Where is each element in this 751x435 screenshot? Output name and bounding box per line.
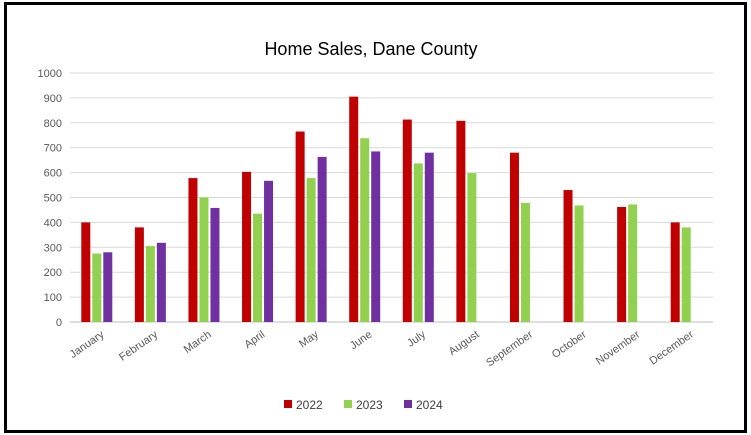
x-tick-label: September — [484, 328, 535, 369]
gridlines — [70, 72, 713, 323]
y-tick-label: 100 — [44, 292, 62, 304]
bar-2023-september — [520, 202, 530, 322]
bar-2022-february — [134, 227, 144, 322]
bar-2023-august — [467, 173, 477, 322]
legend-label-2022: 2022 — [296, 398, 323, 412]
bar-2022-december — [670, 222, 680, 322]
y-tick-label: 600 — [44, 168, 62, 180]
y-tick-label: 1000 — [38, 68, 62, 80]
x-tick-label: March — [182, 329, 214, 356]
y-tick-label: 700 — [44, 143, 62, 155]
bar-2022-august — [456, 120, 466, 322]
bar-2024-march — [210, 207, 220, 322]
bar-2022-september — [509, 152, 519, 322]
x-tick-label: April — [242, 329, 267, 351]
legend-swatch-2023 — [344, 400, 352, 408]
bar-2023-february — [145, 246, 155, 322]
x-tick-label: November — [594, 328, 643, 367]
x-tick-label: October — [550, 328, 589, 360]
bar-2022-july — [402, 119, 412, 322]
y-tick-label: 300 — [44, 242, 62, 254]
bar-2023-march — [199, 197, 209, 322]
y-tick-label: 900 — [44, 93, 62, 105]
bar-2023-november — [628, 204, 638, 322]
bar-2023-january — [92, 253, 102, 322]
legend: 2022 2023 2024 — [284, 398, 443, 412]
bar-2022-june — [349, 96, 359, 322]
chart-title: Home Sales, Dane County — [264, 39, 477, 59]
bar-2024-july — [424, 152, 434, 322]
bar-2024-april — [264, 180, 274, 322]
y-tick-label: 200 — [44, 267, 62, 279]
legend-label-2024: 2024 — [416, 398, 443, 412]
bar-2023-may — [306, 178, 316, 322]
x-tick-label: August — [447, 329, 482, 358]
x-tick-label: January — [68, 328, 107, 361]
bar-2024-january — [103, 252, 113, 322]
legend-swatch-2022 — [284, 400, 292, 408]
bar-2023-june — [360, 138, 370, 322]
x-tick-label: July — [405, 328, 428, 349]
x-tick-label: June — [348, 329, 374, 353]
x-tick-label: December — [647, 328, 696, 367]
x-tick-label: February — [117, 328, 160, 363]
bar-2022-april — [242, 171, 252, 322]
y-tick-label: 400 — [44, 217, 62, 229]
bar-2023-april — [253, 213, 263, 322]
bar-2023-july — [413, 163, 423, 322]
bars — [81, 96, 691, 322]
y-tick-label: 800 — [44, 118, 62, 130]
bar-2022-october — [563, 190, 573, 322]
bar-2023-december — [681, 227, 691, 322]
bar-2023-october — [574, 205, 584, 322]
bar-2022-january — [81, 222, 91, 322]
x-axis-tick-labels: January February March April May June July Augu… — [68, 328, 697, 369]
bar-2022-march — [188, 178, 198, 322]
bar-2022-may — [295, 131, 305, 322]
y-tick-label: 0 — [56, 317, 62, 329]
bar-2022-november — [617, 206, 627, 322]
x-tick-label: May — [297, 328, 321, 350]
legend-swatch-2024 — [404, 400, 412, 408]
legend-label-2023: 2023 — [356, 398, 383, 412]
y-tick-label: 500 — [44, 193, 62, 205]
bar-2024-june — [371, 151, 381, 322]
bar-2024-february — [156, 242, 166, 322]
bar-2024-may — [317, 156, 327, 322]
y-axis-tick-labels: 0 100 200 300 400 500 600 700 800 900 1000 — [38, 68, 62, 329]
